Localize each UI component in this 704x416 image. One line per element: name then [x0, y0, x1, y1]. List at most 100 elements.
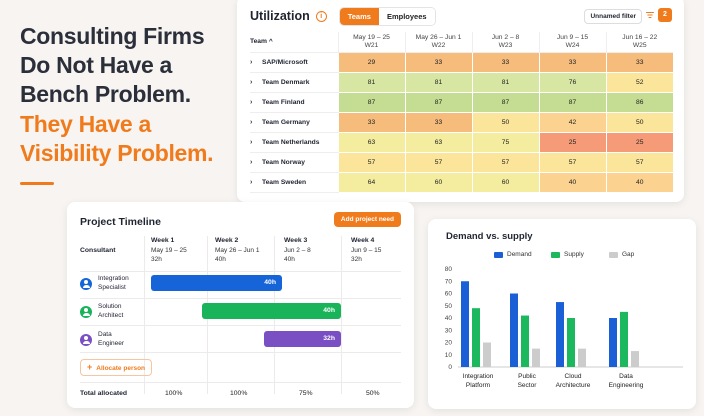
bar-supply[interactable] — [620, 311, 628, 367]
headline-line-3: Bench Problem. — [20, 81, 191, 107]
consultant-row[interactable]: Solution Architect — [80, 303, 143, 320]
utilization-cell[interactable]: 57 — [338, 152, 406, 173]
divider — [80, 271, 401, 272]
team-name[interactable]: › Team Denmark — [250, 72, 339, 93]
total-allocated-value: 50% — [366, 390, 380, 397]
total-allocated-value: 100% — [165, 390, 183, 397]
utilization-cell[interactable]: 81 — [405, 72, 473, 93]
utilization-cell[interactable]: 63 — [405, 132, 473, 153]
bar-supply[interactable] — [567, 318, 575, 367]
chevron-right-icon[interactable]: › — [250, 78, 253, 86]
filter-select[interactable]: Unnamed filter — [584, 9, 642, 24]
team-row[interactable]: › Team Norway 57 57 57 57 57 — [250, 152, 673, 173]
bar-gap[interactable] — [631, 351, 639, 367]
utilization-cell[interactable]: 81 — [338, 72, 406, 93]
filter-count-badge[interactable]: 2 — [658, 8, 672, 22]
utilization-cell[interactable]: 87 — [338, 92, 406, 113]
utilization-cell[interactable]: 25 — [539, 132, 607, 153]
consultant-name: Integration Specialist — [98, 275, 129, 291]
chevron-right-icon[interactable]: › — [250, 98, 253, 106]
bar-demand[interactable] — [461, 281, 469, 367]
allocate-person-button[interactable]: + Allocate person — [80, 359, 152, 376]
utilization-cell[interactable]: 86 — [606, 92, 673, 113]
team-name[interactable]: › Team Finland — [250, 92, 339, 113]
utilization-cell[interactable]: 40 — [606, 172, 673, 193]
team-column-header[interactable]: Team ^ — [250, 32, 339, 53]
bar-demand[interactable] — [609, 318, 617, 367]
consultant-row[interactable]: Integration Specialist — [80, 275, 143, 292]
chevron-right-icon[interactable]: › — [250, 118, 253, 126]
chevron-right-icon[interactable]: › — [250, 158, 253, 166]
tab-teams[interactable]: Teams — [339, 7, 379, 25]
utilization-cell[interactable]: 25 — [606, 132, 673, 153]
team-row[interactable]: › Team Finland 87 87 87 87 86 — [250, 92, 673, 113]
utilization-cell[interactable]: 87 — [539, 92, 607, 113]
utilization-cell[interactable]: 57 — [405, 152, 473, 173]
utilization-cell[interactable]: 50 — [606, 112, 673, 133]
headline-line-5: Visibility Problem. — [20, 140, 214, 166]
team-row[interactable]: › SAP/Microsoft 29 33 33 33 33 — [250, 52, 673, 73]
utilization-cell[interactable]: 33 — [539, 52, 607, 73]
bar-supply[interactable] — [521, 315, 529, 367]
allocation-bar[interactable]: 40h — [202, 303, 341, 319]
team-name[interactable]: › Team Germany — [250, 112, 339, 133]
timeline-title: Project Timeline — [80, 216, 161, 228]
utilization-cell[interactable]: 76 — [539, 72, 607, 93]
utilization-cell[interactable]: 87 — [405, 92, 473, 113]
utilization-cell[interactable]: 57 — [472, 152, 540, 173]
utilization-cell[interactable]: 57 — [539, 152, 607, 173]
utilization-cell[interactable]: 42 — [539, 112, 607, 133]
team-name[interactable]: › Team Sweden — [250, 172, 339, 193]
utilization-cell[interactable]: 75 — [472, 132, 540, 153]
headline: Consulting Firms Do Not Have a Bench Pro… — [20, 22, 235, 185]
utilization-cell[interactable]: 33 — [405, 112, 473, 133]
project-timeline-card: Project Timeline Add project need Consul… — [67, 202, 414, 408]
bar-gap[interactable] — [578, 348, 586, 367]
team-row[interactable]: › Team Netherlands 63 63 75 25 25 — [250, 132, 673, 153]
allocation-bar[interactable]: 32h — [264, 331, 341, 347]
utilization-cell[interactable]: 33 — [405, 52, 473, 73]
filter-icon[interactable] — [646, 11, 654, 19]
consultant-name: Solution Architect — [98, 303, 124, 319]
x-tick-label: Engineering — [609, 382, 644, 389]
utilization-cell[interactable]: 81 — [472, 72, 540, 93]
add-project-need-button[interactable]: Add project need — [333, 212, 401, 227]
utilization-cell[interactable]: 60 — [472, 172, 540, 193]
tab-employees[interactable]: Employees — [378, 7, 435, 25]
team-row[interactable]: › Team Denmark 81 81 81 76 52 — [250, 72, 673, 93]
team-name[interactable]: › Team Norway — [250, 152, 339, 173]
headline-line-4: They Have a — [20, 111, 151, 137]
utilization-cell[interactable]: 57 — [606, 152, 673, 173]
bar-demand[interactable] — [510, 293, 518, 368]
utilization-cell[interactable]: 33 — [338, 112, 406, 133]
bar-supply[interactable] — [472, 308, 480, 367]
team-row[interactable]: › Team Germany 33 33 50 42 50 — [250, 112, 673, 133]
legend-swatch — [609, 251, 618, 258]
consultant-row[interactable]: Data Engineer — [80, 331, 143, 348]
week-header: Jun 16 – 22 W25 — [606, 32, 673, 53]
utilization-table: Team ^ May 19 – 25 W21 May 26 – Jun 1 W22 … — [250, 32, 673, 193]
bar-gap[interactable] — [532, 348, 540, 367]
utilization-cell[interactable]: 29 — [338, 52, 406, 73]
team-name[interactable]: › Team Netherlands — [250, 132, 339, 153]
bar-demand[interactable] — [556, 302, 564, 367]
allocation-bar[interactable]: 40h — [151, 275, 282, 291]
chart-title: Demand vs. supply — [446, 231, 533, 242]
chevron-right-icon[interactable]: › — [250, 138, 253, 146]
utilization-cell[interactable]: 50 — [472, 112, 540, 133]
utilization-cell[interactable]: 60 — [405, 172, 473, 193]
chevron-right-icon[interactable]: › — [250, 58, 253, 66]
consultant-name: Data Engineer — [98, 331, 125, 347]
chevron-right-icon[interactable]: › — [250, 178, 253, 186]
team-row[interactable]: › Team Sweden 64 60 60 40 40 — [250, 172, 673, 193]
utilization-cell[interactable]: 40 — [539, 172, 607, 193]
bar-gap[interactable] — [483, 342, 491, 368]
utilization-cell[interactable]: 87 — [472, 92, 540, 113]
team-name[interactable]: › SAP/Microsoft — [250, 52, 339, 73]
info-icon[interactable]: i — [315, 10, 327, 22]
utilization-cell[interactable]: 64 — [338, 172, 406, 193]
utilization-cell[interactable]: 52 — [606, 72, 673, 93]
utilization-cell[interactable]: 33 — [472, 52, 540, 73]
utilization-cell[interactable]: 63 — [338, 132, 406, 153]
utilization-cell[interactable]: 33 — [606, 52, 673, 73]
